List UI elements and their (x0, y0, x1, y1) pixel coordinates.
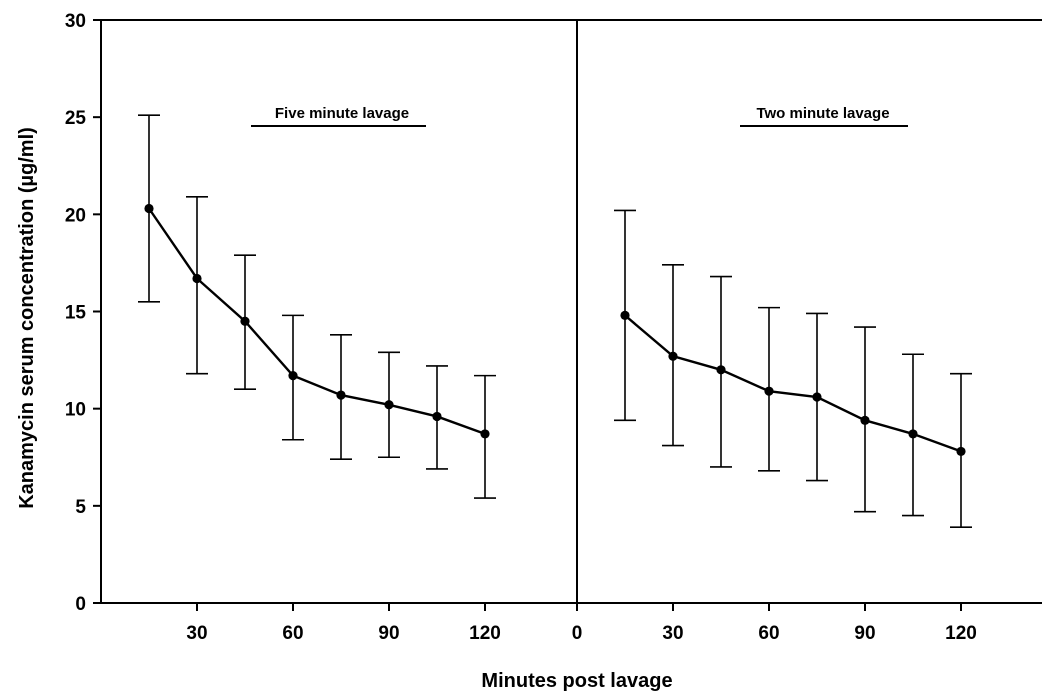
series-line (624, 314, 962, 453)
y-tick-label: 30 (65, 11, 86, 32)
data-point (384, 400, 394, 410)
data-point (668, 351, 678, 361)
x-tick-label: 120 (469, 623, 501, 644)
data-point (860, 415, 870, 425)
panels: Five minute lavage Two minute lavage (138, 105, 972, 529)
data-point (288, 371, 298, 381)
y-tick-label: 20 (65, 205, 86, 226)
series-line (148, 207, 486, 436)
panel-2: Two minute lavage (614, 105, 972, 529)
x-tick-label: 90 (378, 623, 399, 644)
x-tick-label: 60 (282, 623, 303, 644)
y-tick-label: 5 (75, 497, 86, 518)
y-tick-label: 15 (65, 303, 87, 324)
x-tick-label: 120 (945, 623, 977, 644)
x-axis-title: Minutes post lavage (481, 670, 672, 692)
x-axis: 30 60 90 120 30 60 90 120 0 (186, 603, 977, 644)
y-tick-label: 25 (65, 108, 87, 129)
y-tick-label: 10 (65, 400, 86, 421)
data-point (620, 310, 630, 320)
chart-frame (100, 19, 1042, 604)
data-point (764, 386, 774, 396)
data-point (908, 429, 918, 439)
x-tick-label: 30 (186, 623, 207, 644)
x-tick-label: 90 (854, 623, 875, 644)
data-point (956, 446, 966, 457)
data-point (192, 273, 202, 284)
y-axis-title: Kanamycin serum concentration (µg/ml) (16, 127, 38, 509)
x-tick-label: 60 (758, 623, 779, 644)
x-tick-label: 0 (572, 623, 583, 644)
data-point (240, 316, 250, 326)
panel-1: Five minute lavage (138, 105, 496, 499)
x-tick-label: 30 (662, 623, 683, 644)
data-point (480, 429, 490, 439)
data-point (812, 392, 822, 402)
data-point (144, 203, 154, 214)
data-point (716, 365, 726, 375)
data-point (432, 411, 442, 422)
panel-label: Five minute lavage (275, 105, 409, 122)
data-point (336, 390, 346, 400)
panel-label: Two minute lavage (756, 105, 889, 122)
y-axis: 0 5 10 15 20 25 30 (65, 11, 101, 615)
y-tick-label: 0 (75, 594, 86, 615)
